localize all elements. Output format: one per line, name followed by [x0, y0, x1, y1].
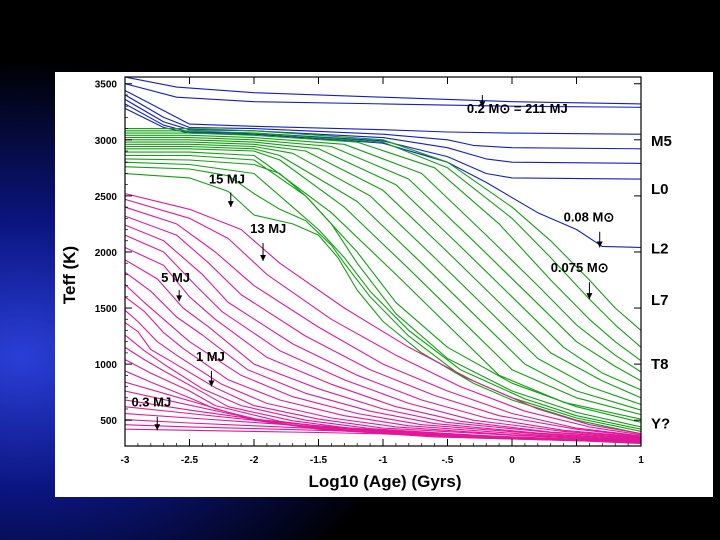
spectral-class-label-1: L0 — [651, 181, 669, 198]
annotation-arrow-head-1 — [227, 201, 234, 208]
y-tick-label-6: 3500 — [95, 80, 118, 91]
annotation-arrow-head-5 — [154, 424, 161, 431]
brown_dwarfs-track-18 — [125, 154, 642, 423]
spectral-class-label-0: M5 — [651, 133, 672, 150]
planets-track-30 — [124, 259, 642, 440]
annotation-arrow-head-4 — [208, 380, 215, 387]
annotation-label-3: 5 MJ — [161, 270, 190, 285]
annotation-arrow-head-0 — [479, 101, 486, 108]
stars-track-3 — [124, 94, 642, 150]
y-tick-label-1: 1000 — [95, 360, 118, 371]
spectral-class-label-4: T8 — [651, 356, 669, 373]
brown_dwarfs-track-22 — [124, 172, 642, 435]
y-tick-label-5: 3000 — [95, 136, 118, 147]
x-tick-label-5: -.5 — [442, 455, 454, 466]
x-axis-title: Log10 (Age) (Gyrs) — [308, 472, 461, 491]
planets-track-29 — [124, 247, 642, 439]
annotation-label-7: 0.075 M⊙ — [551, 260, 609, 275]
planets-track-28 — [124, 234, 642, 439]
annotation-label-0: 0.2 M⊙ = 211 MJ — [467, 101, 568, 116]
y-tick-label-2: 1500 — [95, 304, 118, 315]
stars-track-1 — [124, 83, 642, 108]
brown_dwarfs-track-13 — [125, 141, 642, 399]
y-tick-label-3: 2000 — [95, 248, 118, 259]
spectral-class-label-2: L2 — [651, 240, 669, 257]
planets-track-33 — [124, 296, 642, 441]
annotation-label-2: 13 MJ — [250, 221, 286, 236]
planets-track-23 — [124, 193, 642, 435]
annotation-arrow-head-3 — [176, 295, 183, 302]
frame-layer: -3 -2.5 -2 -1.5 -1 -.5 0.5 15001000150020002500… — [95, 76, 672, 466]
brown_dwarfs-track-9 — [125, 132, 642, 362]
annotation-arrow-head-7 — [586, 293, 593, 300]
annotation-label-5: 0.3 MJ — [131, 395, 171, 410]
brown_dwarfs-track-17 — [125, 151, 642, 420]
annotation-label-6: 0.08 M⊙ — [564, 210, 615, 225]
planets-track-25 — [124, 206, 642, 437]
x-tick-label-4: -1 — [379, 455, 388, 466]
brown_dwarfs-track-10 — [125, 134, 642, 373]
annotation-arrow-head-2 — [260, 254, 267, 261]
figure-panel: -3 -2.5 -2 -1.5 -1 -.5 0.5 1 500 1000 1500 2000 2500… — [55, 72, 713, 497]
planets-track-26 — [124, 215, 642, 438]
y-tick-label-0: 500 — [100, 416, 117, 427]
brown_dwarfs-track-14 — [125, 143, 642, 406]
planets-track-24 — [124, 198, 642, 436]
brown_dwarfs-track-16 — [125, 148, 642, 416]
brown_dwarfs-track-20 — [124, 161, 642, 430]
stars-track-0 — [124, 76, 642, 105]
stars-track-4 — [124, 98, 642, 164]
annotation-label-4: 1 MJ — [196, 349, 225, 364]
stars-track-5 — [124, 103, 642, 180]
spectral-class-label-3: L7 — [651, 292, 669, 309]
stars-track-2 — [124, 90, 642, 135]
planets-track-34 — [124, 309, 642, 442]
x-tick-label-3: -1.5 — [310, 455, 328, 466]
x-tick-label-8: 1 — [638, 455, 644, 466]
planets-track-32 — [124, 284, 642, 441]
brown_dwarfs-track-19 — [124, 158, 642, 428]
brown_dwarfs-track-11 — [125, 137, 642, 382]
planets-track-31 — [124, 271, 642, 440]
brown_dwarfs-track-7 — [125, 128, 642, 331]
x-tick-label-0: -3 — [121, 455, 130, 466]
x-tick-label-7: .5 — [572, 455, 581, 466]
planets-track-41 — [124, 390, 642, 443]
y-tick-label-4: 2500 — [95, 192, 118, 203]
curves-layer — [124, 76, 642, 445]
planets-track-35 — [124, 322, 642, 442]
planets-track-47 — [124, 428, 642, 445]
brown_dwarfs-track-15 — [125, 145, 642, 411]
x-tick-label-2: -2 — [250, 455, 259, 466]
planets-track-27 — [124, 224, 642, 438]
y-axis-title: Teff (K) — [60, 246, 79, 304]
spectral-class-label-5: Y? — [651, 415, 670, 432]
annotations-layer: 0.2 M⊙ = 211 MJ 15 MJ 13 MJ 5 MJ 1 MJ 0.3 MJ 0… — [131, 94, 615, 431]
annotation-arrow-head-6 — [596, 241, 603, 248]
evolution-chart: -3 -2.5 -2 -1.5 -1 -.5 0.5 15001000150020002500… — [60, 76, 672, 491]
x-tick-label-1: -2.5 — [181, 455, 199, 466]
annotation-label-1: 15 MJ — [209, 172, 245, 187]
brown_dwarfs-track-8 — [125, 130, 642, 348]
brown_dwarfs-track-12 — [125, 139, 642, 391]
x-tick-label-6: 0 — [509, 455, 515, 466]
